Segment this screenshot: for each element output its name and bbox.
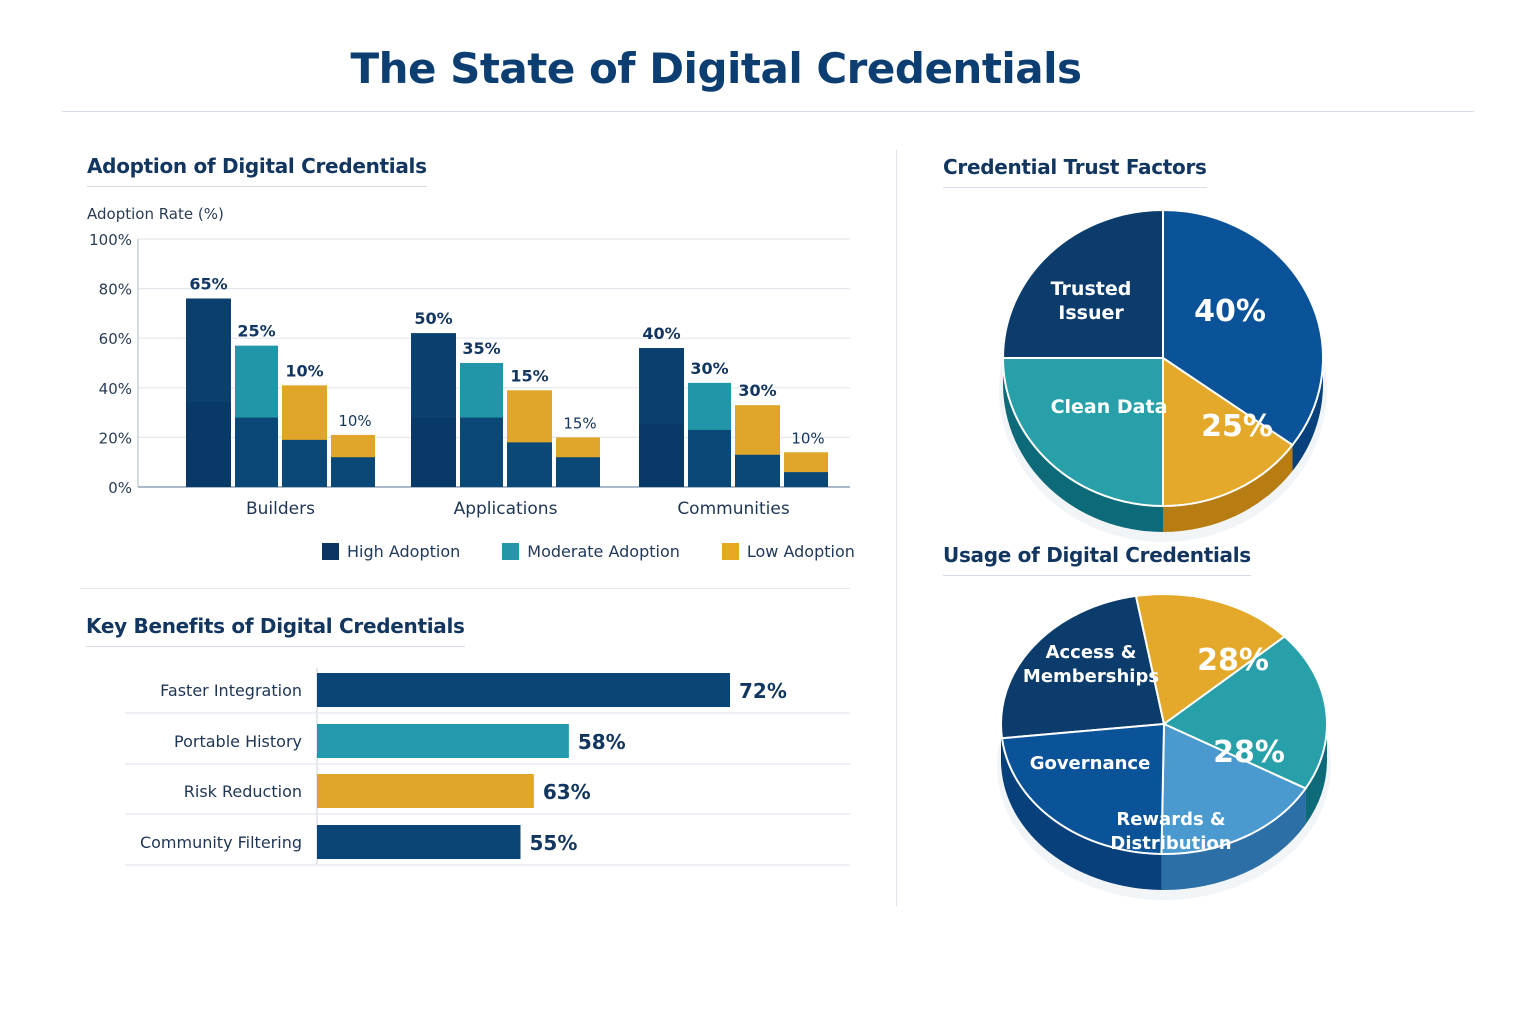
pie-slice-access-memberships <box>1000 594 1166 740</box>
bar-base-segment <box>507 442 552 487</box>
legend-label-low: Low Adoption <box>746 542 855 561</box>
pie-slice-side <box>1001 738 1162 890</box>
benefit-bar <box>317 825 521 859</box>
benefit-label: Community Filtering <box>140 833 302 852</box>
bar-data-label: 40% <box>642 324 680 343</box>
pie-slice-label: Trusted <box>1051 278 1132 300</box>
title-divider <box>62 111 1474 112</box>
bar-data-label: 10% <box>338 412 371 430</box>
bar-base-segment <box>735 454 780 487</box>
benefit-value-label: 55% <box>529 831 577 855</box>
y-tick-label: 100% <box>89 231 132 249</box>
pie-value-label: 25% <box>1201 409 1273 444</box>
legend-item-high: High Adoption <box>322 542 460 561</box>
bar-data-label: 65% <box>189 275 227 294</box>
column-divider <box>896 150 897 906</box>
legend-item-moderate: Moderate Adoption <box>502 542 680 561</box>
x-category-label: Communities <box>677 499 790 519</box>
bar-base-segment <box>556 457 600 487</box>
bar-shade <box>411 417 456 487</box>
pie-slice-side <box>1163 444 1293 532</box>
legend-swatch-moderate <box>502 543 520 560</box>
benefit-label: Portable History <box>174 732 302 751</box>
bar-base-segment <box>688 429 731 487</box>
adoption-legend: High Adoption Moderate Adoption Low Adop… <box>322 542 897 561</box>
bar-data-label: 15% <box>510 366 548 385</box>
bar-data-label: 30% <box>738 381 776 400</box>
pie-slice-governance <box>1000 722 1166 855</box>
pie-slice-label: Issuer <box>1058 302 1124 324</box>
bar-data-label: 50% <box>414 309 452 328</box>
x-category-label: Applications <box>454 499 558 519</box>
trust-chart-title: Credential Trust Factors <box>943 155 1207 188</box>
legend-swatch-low <box>721 543 739 560</box>
pie-slice-side <box>1292 358 1323 471</box>
section-divider <box>80 588 850 589</box>
bar-data-label: 10% <box>791 429 824 447</box>
y-tick-label: 20% <box>99 429 132 447</box>
benefit-value-label: 63% <box>543 780 591 804</box>
adoption-y-axis-title: Adoption Rate (%) <box>87 205 224 223</box>
pie-slice-clean-data <box>1001 357 1164 508</box>
pie-slice-label: Memberships <box>1023 666 1159 687</box>
bar-base-segment <box>460 417 503 487</box>
pie-slice-side <box>1003 358 1163 532</box>
benefit-label: Risk Reduction <box>184 782 302 801</box>
benefit-label: Faster Integration <box>160 681 302 700</box>
legend-swatch-high <box>322 543 339 560</box>
pie-slice-value-2 <box>1162 208 1324 447</box>
pie-slice-value-3 <box>1162 356 1294 508</box>
pie-value-label: 28% <box>1197 643 1269 678</box>
benefit-bar <box>317 774 534 808</box>
bar-base-segment <box>235 417 278 487</box>
pie-slice-label: Rewards & <box>1116 809 1225 830</box>
legend-label-high: High Adoption <box>347 542 461 561</box>
benefit-value-label: 72% <box>739 679 787 703</box>
pie-slice-trusted-issuer <box>1001 208 1164 359</box>
bar-data-label: 25% <box>237 322 275 341</box>
pie-value-label: 28% <box>1213 735 1285 770</box>
y-tick-label: 80% <box>99 281 132 299</box>
y-tick-label: 40% <box>99 380 132 398</box>
benefits-chart-title: Key Benefits of Digital Credentials <box>86 614 465 647</box>
pie-slice-rewards-distribution <box>1160 722 1308 855</box>
bar-base-segment <box>331 457 375 487</box>
legend-item-low: Low Adoption <box>721 542 855 561</box>
page-title: The State of Digital Credentials <box>350 44 1082 93</box>
bar-shade <box>186 402 231 487</box>
adoption-chart-title: Adoption of Digital Credentials <box>87 154 427 187</box>
pie-slice-value-2 <box>1134 593 1287 726</box>
bar-base-segment <box>411 333 456 487</box>
pie-slice-label: Clean Data <box>1051 396 1168 418</box>
bar-base-segment <box>282 439 327 487</box>
benefit-value-label: 58% <box>578 730 626 754</box>
pie-slice-label: Distribution <box>1110 833 1231 854</box>
bar-data-label: 30% <box>690 359 728 378</box>
bar-data-label: 10% <box>285 361 323 380</box>
pie-value-label: 40% <box>1194 294 1266 329</box>
y-tick-label: 60% <box>99 330 132 348</box>
bar-base-segment <box>784 472 828 487</box>
bar-base-segment <box>186 298 231 487</box>
pie-slice-label: Access & <box>1046 642 1137 663</box>
pie-slice-side <box>1305 724 1327 825</box>
pie-slice-side <box>1161 788 1306 890</box>
bar-data-label: 15% <box>563 414 596 432</box>
bar-base-segment <box>639 348 684 487</box>
bar-shade <box>639 424 684 487</box>
legend-label-moderate: Moderate Adoption <box>527 542 680 561</box>
benefit-bar <box>317 673 730 707</box>
x-category-label: Builders <box>246 499 315 519</box>
bar-data-label: 35% <box>462 339 500 358</box>
y-tick-label: 0% <box>108 479 132 497</box>
benefit-bar <box>317 724 569 758</box>
usage-chart-title: Usage of Digital Credentials <box>943 543 1251 576</box>
pie-slice-value-3 <box>1162 635 1328 790</box>
pie-slice-label: Governance <box>1030 753 1151 774</box>
